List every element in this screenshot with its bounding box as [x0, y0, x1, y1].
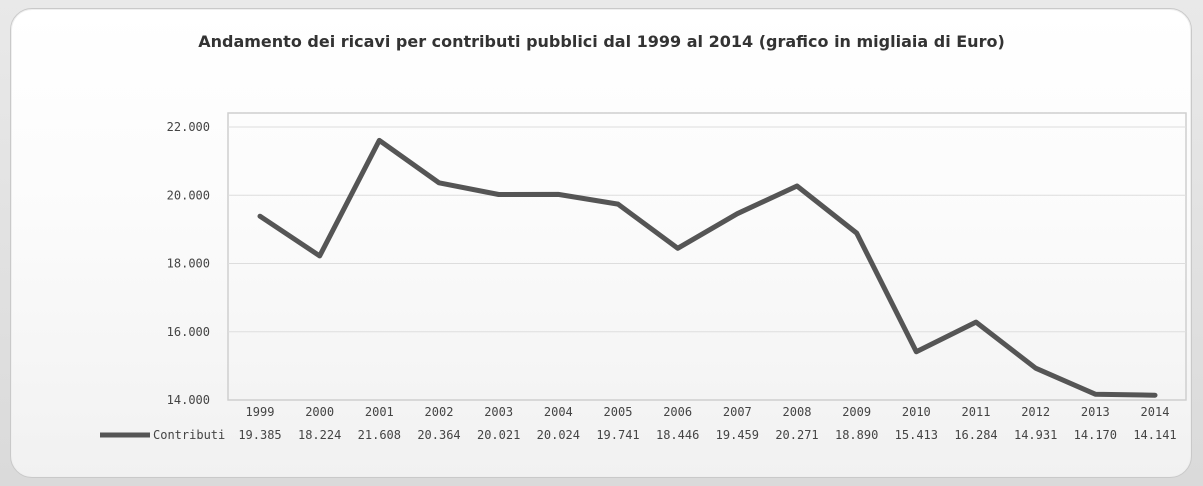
x-tick-label: 2001	[365, 405, 394, 419]
x-tick-label: 2004	[544, 405, 573, 419]
data-label: 19.385	[238, 428, 281, 442]
data-label: 14.170	[1074, 428, 1117, 442]
data-point	[436, 180, 442, 186]
x-tick-label: 2009	[842, 405, 871, 419]
x-tick-label: 1999	[246, 405, 275, 419]
y-tick-label: 14.000	[167, 393, 210, 407]
data-point	[914, 349, 919, 354]
x-tick-label: 2005	[604, 405, 633, 419]
data-point	[675, 246, 680, 251]
data-point	[377, 138, 382, 143]
data-point	[257, 214, 263, 219]
gridlines	[228, 126, 1186, 333]
data-point	[794, 183, 800, 189]
x-tick-label: 2002	[425, 405, 454, 419]
data-label: 21.608	[358, 428, 401, 442]
x-tick-label: 2014	[1141, 405, 1170, 419]
data-label: 20.024	[537, 428, 580, 442]
x-tick-label: 2000	[305, 405, 334, 419]
data-point	[1152, 392, 1158, 398]
data-point	[973, 319, 979, 325]
data-label: 20.021	[477, 428, 520, 442]
data-label: 20.271	[775, 428, 818, 442]
data-table-values: 19.385 18.224 21.608 20.364 20.021 20.024 19.7…	[238, 428, 1176, 442]
y-tick-label: 22.000	[167, 120, 210, 134]
data-label: 14.141	[1133, 428, 1176, 442]
data-point	[615, 201, 621, 207]
series-line-contributi	[257, 137, 1158, 398]
data-label: 18.446	[656, 428, 699, 442]
data-label: 14.931	[1014, 428, 1057, 442]
data-label: 18.890	[835, 428, 878, 442]
data-label: 19.459	[716, 428, 759, 442]
x-tick-label: 2006	[663, 405, 692, 419]
data-point	[854, 230, 859, 236]
x-tick-label: 2008	[783, 405, 812, 419]
x-tick-label: 2011	[962, 405, 991, 419]
y-tick-label: 16.000	[167, 325, 210, 339]
data-point	[556, 192, 561, 197]
data-point	[496, 192, 501, 197]
x-tick-label: 2007	[723, 405, 752, 419]
data-label: 19.741	[596, 428, 639, 442]
x-tick-label: 2010	[902, 405, 931, 419]
data-label: 16.284	[954, 428, 997, 442]
plot-area	[227, 112, 1187, 401]
series-points	[257, 138, 1158, 398]
y-tick-label: 20.000	[167, 188, 210, 202]
legend-label: Contributi	[153, 428, 225, 442]
data-point	[1033, 366, 1038, 371]
x-tick-label: 2003	[484, 405, 513, 419]
x-tick-label: 2013	[1081, 405, 1110, 419]
data-label: 15.413	[895, 428, 938, 442]
data-label: 18.224	[298, 428, 341, 442]
legend: Contributi	[100, 428, 225, 442]
chart-title: Andamento dei ricavi per contributi pubb…	[198, 32, 1005, 51]
data-point	[735, 211, 740, 216]
x-axis-categories: 1999 2000 2001 2002 2003 2004 2005 2006 2007 2008…	[246, 405, 1170, 419]
data-label: 20.364	[417, 428, 460, 442]
data-point	[317, 253, 322, 259]
y-axis-ticks: 14.000 16.000 18.000 20.000 22.000	[167, 120, 210, 407]
x-tick-label: 2012	[1021, 405, 1050, 419]
data-point	[1093, 391, 1098, 397]
y-tick-label: 18.000	[167, 257, 210, 271]
